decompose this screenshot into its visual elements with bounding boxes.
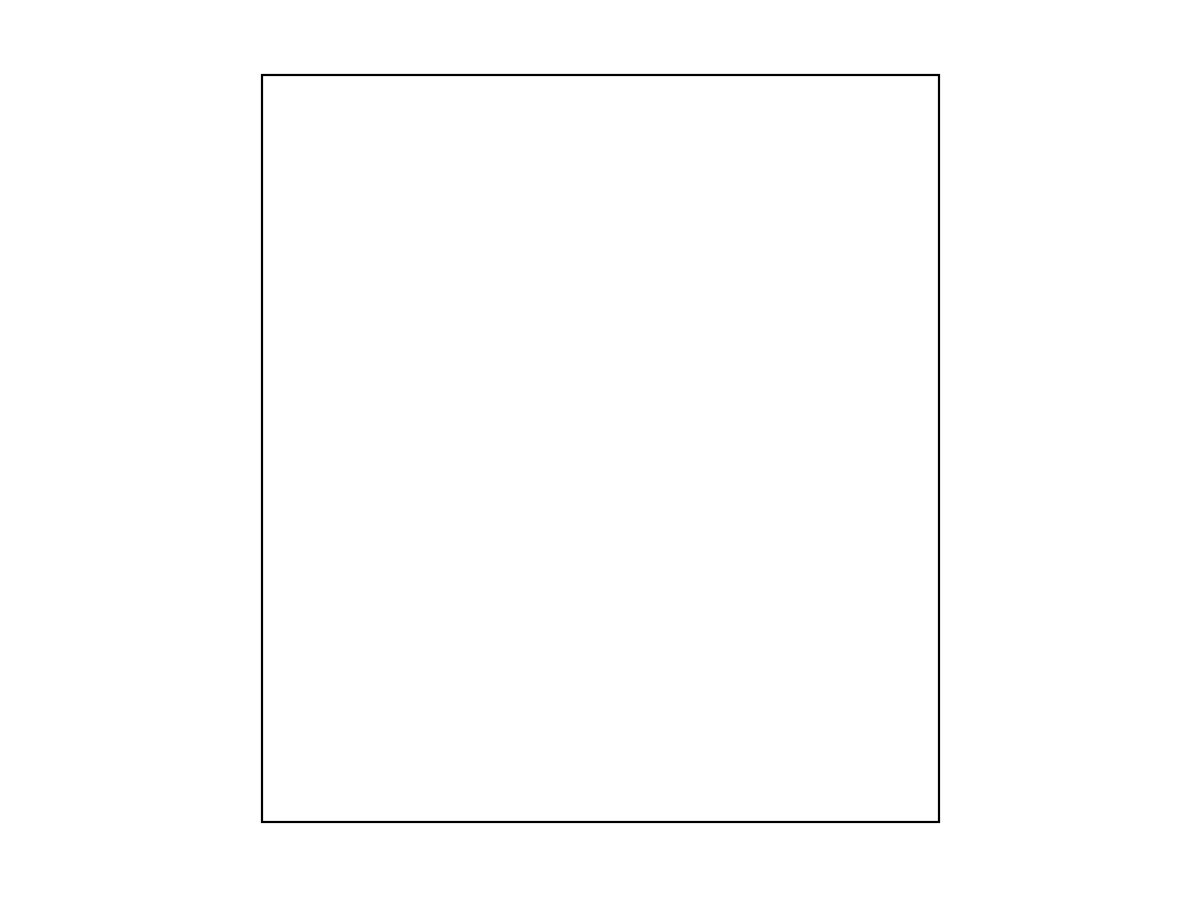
- plot-frame: [260, 73, 941, 824]
